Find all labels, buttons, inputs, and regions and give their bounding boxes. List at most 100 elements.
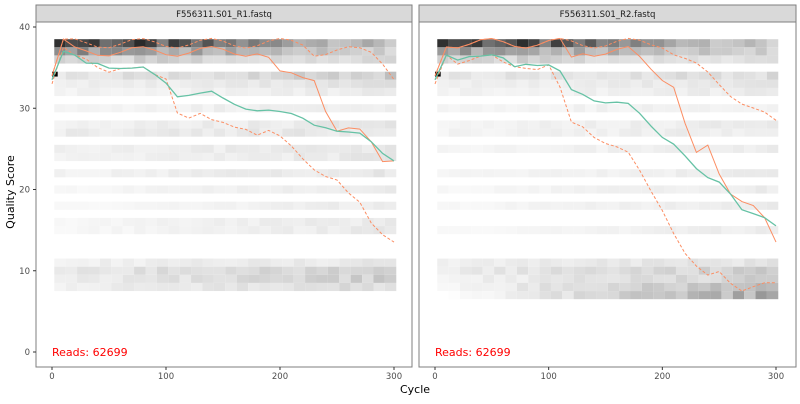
heatmap-cell: [437, 71, 449, 80]
x-tick-label: 0: [49, 372, 54, 382]
heatmap-cell: [54, 201, 66, 210]
heatmap-cell: [248, 274, 260, 283]
heatmap-cell: [698, 226, 711, 235]
heatmap-cell: [384, 120, 397, 129]
heatmap-cell: [168, 152, 180, 162]
heatmap-cell: [384, 185, 397, 194]
heatmap-cell: [316, 266, 328, 275]
heatmap-cell: [664, 71, 676, 80]
heatmap-cell: [54, 282, 66, 292]
heatmap-cell: [550, 128, 563, 137]
heatmap-cell: [99, 282, 112, 292]
heatmap-cell: [373, 266, 385, 275]
heatmap-cell: [471, 47, 483, 56]
heatmap-cell: [437, 47, 449, 56]
heatmap-cell: [168, 104, 180, 113]
heatmap-cell: [619, 120, 631, 129]
heatmap-cell: [732, 128, 745, 137]
heatmap-cell: [494, 226, 506, 235]
heatmap-cell: [585, 104, 597, 113]
heatmap-cell: [168, 201, 180, 210]
heatmap-cell: [259, 185, 271, 194]
heatmap-cell: [305, 217, 317, 227]
heatmap-cell: [305, 266, 317, 275]
heatmap-cell: [384, 274, 397, 283]
heatmap-cell: [88, 185, 100, 194]
heatmap-cell: [99, 217, 112, 227]
heatmap-cell: [202, 274, 214, 283]
x-tick-label: 0: [432, 372, 437, 382]
heatmap-cell: [88, 282, 100, 292]
heatmap-cell: [54, 39, 66, 48]
heatmap-cell: [675, 282, 688, 292]
heatmap-cell: [99, 104, 112, 113]
heatmap-cell: [316, 39, 328, 48]
heatmap-cell: [482, 282, 495, 292]
heatmap-cell: [516, 291, 529, 300]
heatmap-cell: [202, 282, 214, 292]
heatmap-cell: [305, 79, 317, 88]
heatmap-cell: [698, 266, 711, 275]
heatmap-cell: [698, 258, 711, 267]
heatmap-cell: [539, 226, 551, 235]
heatmap-cell: [675, 274, 688, 283]
heatmap-cell: [460, 282, 472, 292]
heatmap-cell: [259, 55, 271, 64]
heatmap-cell: [437, 258, 449, 267]
heatmap-cell: [384, 39, 397, 48]
heatmap-cell: [122, 144, 135, 153]
heatmap-cell: [88, 169, 100, 178]
heatmap-cell: [766, 201, 779, 210]
heatmap-cell: [270, 104, 283, 113]
heatmap-cell: [191, 47, 203, 56]
heatmap-cell: [494, 282, 506, 292]
heatmap-cell: [327, 55, 340, 64]
heatmap-cell: [236, 169, 249, 178]
heatmap-cell: [562, 55, 574, 64]
heatmap-cell: [516, 274, 529, 283]
heatmap-cell: [539, 120, 551, 129]
heatmap-cell: [721, 47, 733, 56]
heatmap-cell: [327, 144, 340, 153]
heatmap-cell: [54, 152, 66, 162]
heatmap-cell: [373, 47, 385, 56]
heatmap-cell: [384, 226, 397, 235]
heatmap-cell: [54, 104, 66, 113]
heatmap-cell: [482, 55, 495, 64]
heatmap-cell: [562, 144, 574, 153]
heatmap-cell: [766, 47, 779, 56]
heatmap-cell: [653, 47, 665, 56]
heatmap-cell: [550, 55, 563, 64]
heatmap-cell: [339, 79, 351, 88]
heatmap-cell: [448, 201, 461, 210]
heatmap-cell: [145, 128, 157, 137]
heatmap-cell: [54, 120, 66, 129]
heatmap-cell: [550, 201, 563, 210]
heatmap-cell: [698, 169, 711, 178]
heatmap-cell: [305, 185, 317, 194]
heatmap-cell: [755, 47, 767, 56]
heatmap-cell: [744, 79, 756, 88]
heatmap-cell: [282, 120, 294, 129]
heatmap-cell: [698, 87, 711, 97]
heatmap-cell: [494, 128, 506, 137]
heatmap-cell: [54, 226, 66, 235]
heatmap-cell: [596, 128, 608, 137]
heatmap-cell: [698, 128, 711, 137]
heatmap-cell: [236, 120, 249, 129]
heatmap-cell: [607, 79, 620, 88]
heatmap-cell: [505, 71, 517, 80]
heatmap-cell: [698, 144, 711, 153]
heatmap-cell: [482, 104, 495, 113]
heatmap-cell: [168, 185, 180, 194]
heatmap-cell: [562, 226, 574, 235]
heatmap-cell: [225, 79, 237, 88]
heatmap-cell: [134, 152, 146, 162]
heatmap-cell: [373, 185, 385, 194]
heatmap-cell: [362, 282, 374, 292]
heatmap-cell: [270, 128, 283, 137]
heatmap-cell: [362, 201, 374, 210]
heatmap-cell: [111, 217, 123, 227]
heatmap-cell: [156, 282, 169, 292]
heatmap-cell: [471, 291, 483, 300]
